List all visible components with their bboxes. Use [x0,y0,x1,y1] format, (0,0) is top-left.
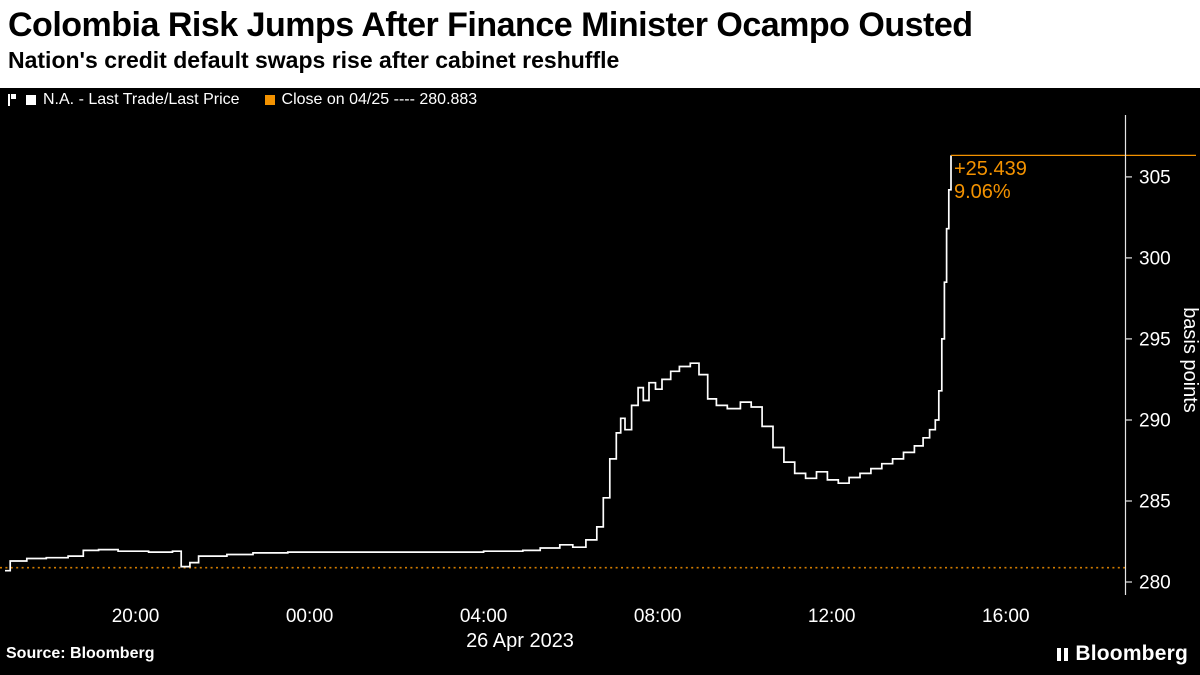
price-step-line [5,155,952,572]
y-tick-label: 285 [1139,492,1171,513]
x-tick-label: 16:00 [982,606,1030,627]
page-title: Colombia Risk Jumps After Finance Minist… [8,6,973,44]
series2-label: Close on 04/25 ---- 280.883 [281,91,478,108]
source-label: Source: Bloomberg [6,645,155,662]
bloomberg-wordmark: Bloomberg [1075,642,1188,665]
bloomberg-logo: Bloomberg [1057,642,1188,666]
chart-header: Colombia Risk Jumps After Finance Minist… [0,0,1200,88]
x-tick-label: 00:00 [286,606,334,627]
annotation-change: +25.439 [954,158,1027,180]
y-tick-label: 300 [1139,248,1171,269]
x-tick-label: 12:00 [808,606,856,627]
series1-swatch [26,95,36,105]
y-axis-title: basis points [1179,307,1200,413]
series2-swatch [264,95,275,105]
y-tick-label: 280 [1139,573,1171,594]
y-tick-label: 290 [1139,411,1171,432]
series1-label: N.A. - Last Trade/Last Price [43,91,240,108]
last-trade-annotation: +25.439 9.06% [954,158,1027,204]
x-tick-label: 08:00 [634,606,682,627]
y-tick-label: 305 [1139,167,1171,188]
chart-area: 280 285 290 295 300 305 20:00 00:00 04:00 08:00 12… [0,115,1200,660]
bloomberg-logo-icon [1057,647,1062,661]
y-tick-label: 295 [1139,329,1171,350]
footer: Source: Bloomberg Bloomberg [0,639,1200,675]
annotation-percent: 9.06% [954,181,1011,203]
x-tick-label: 20:00 [112,606,160,627]
x-axis-date-label: 26 Apr 2023 [466,630,574,652]
x-tick-label: 04:00 [460,606,508,627]
chart-svg: 280 285 290 295 300 305 20:00 00:00 04:00 08:00 12… [0,115,1200,652]
chart-legend: N.A. - Last Trade/Last Price Close on 04… [8,91,477,109]
page-subtitle: Nation's credit default swaps rise after… [8,47,620,73]
series-key-icon [8,94,19,106]
